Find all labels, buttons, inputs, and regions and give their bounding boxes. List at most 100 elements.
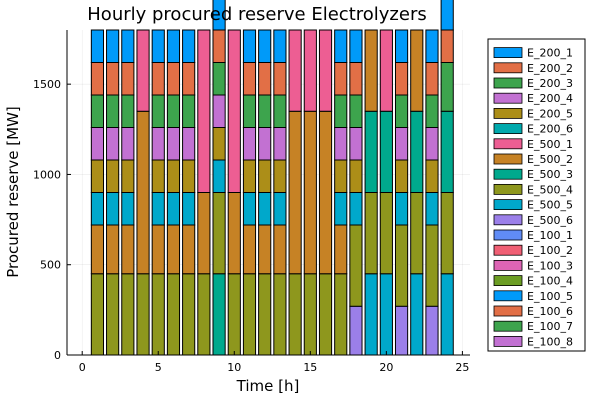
bar-segment-e-500-4-h5 — [151, 273, 165, 356]
bar-segment-e-500-4-h17 — [334, 273, 348, 356]
x-axis-label: Time [h] — [236, 377, 300, 395]
bar-segment-e-200-4-h13 — [273, 127, 287, 161]
bar-segment-e-500-4-h2 — [106, 273, 120, 356]
x-tick-label: 25 — [455, 361, 469, 374]
bar-segment-e-200-3-h13 — [273, 94, 287, 128]
bar-segment-e-200-2-h5 — [151, 62, 165, 96]
legend-swatch-e-100-6 — [493, 305, 523, 317]
bar-segment-e-200-5-h9 — [212, 127, 226, 161]
bar-segment-e-500-5-h23 — [425, 192, 439, 226]
legend-swatch-e-100-3 — [493, 259, 523, 271]
bar-segment-e-200-1-h2 — [106, 29, 120, 63]
bar-segment-e-500-4-h15 — [303, 273, 317, 356]
bar-segment-e-200-5-h13 — [273, 159, 287, 193]
bar-segment-e-500-5-h20 — [379, 273, 393, 356]
bar-segment-e-200-1-h11 — [242, 29, 257, 63]
legend-swatch-e-200-1 — [493, 47, 523, 58]
legend-swatch-e-100-7 — [493, 320, 523, 332]
bar-segment-e-200-1-h12 — [258, 29, 272, 63]
bar-segment-e-200-4-h9 — [212, 94, 226, 128]
bar-segment-e-200-4-h2 — [106, 127, 120, 161]
bar-segment-e-500-5-h5 — [151, 192, 165, 226]
bar-segment-e-500-5-h2 — [106, 192, 120, 226]
legend-label-e-100-4: E_100_4 — [527, 275, 573, 288]
bar-segment-e-200-5-h1 — [90, 159, 104, 193]
bar-segment-e-200-3-h2 — [106, 94, 120, 128]
bar-segment-e-500-5-h1 — [90, 192, 104, 226]
bar-segment-e-200-4-h7 — [182, 127, 196, 161]
bar-segment-e-200-4-h6 — [166, 127, 181, 161]
bar-segment-e-500-4-h19 — [364, 192, 378, 275]
bar-segment-e-500-5-h24 — [440, 273, 454, 356]
bar-segment-e-500-3-h22 — [410, 110, 424, 193]
bar-segment-e-500-5-h18 — [349, 192, 363, 226]
bar-segment-e-200-5-h12 — [258, 159, 272, 193]
bar-segment-e-500-4-h12 — [258, 273, 272, 356]
bar-segment-e-200-3-h18 — [349, 94, 363, 128]
bar-segment-e-500-4-h20 — [379, 192, 393, 275]
chart-title: Hourly procured reserve Electrolyzers — [87, 4, 426, 25]
bar-segment-e-200-1-h5 — [151, 29, 165, 63]
bar-segment-e-500-2-h16 — [318, 110, 333, 275]
bar-segment-e-200-2-h12 — [258, 62, 272, 96]
bar-segment-e-500-4-h3 — [121, 273, 135, 356]
legend-swatch-e-100-5 — [493, 290, 523, 302]
legend-label-e-200-2: E_200_2 — [527, 62, 573, 75]
x-tick-label: 10 — [227, 361, 241, 374]
bar-segment-e-500-5-h17 — [334, 192, 348, 226]
y-tick-label: 0 — [54, 349, 61, 362]
bar-segment-e-200-2-h1 — [90, 62, 104, 96]
bar-segment-e-200-4-h17 — [334, 127, 348, 161]
y-tick-label: 500 — [40, 259, 61, 272]
bar-segment-e-200-4-h12 — [258, 127, 272, 161]
bar-segment-e-500-5-h19 — [364, 273, 378, 356]
bar-segment-e-500-2-h13 — [273, 224, 287, 275]
legend-label-e-200-3: E_200_3 — [527, 77, 573, 90]
bar-segment-e-500-2-h22 — [410, 29, 424, 112]
bar-segment-e-500-1-h8 — [197, 29, 211, 193]
legend-label-e-500-2: E_500_2 — [527, 153, 573, 166]
bar-segment-e-200-3-h3 — [121, 94, 135, 128]
bar-segment-e-500-3-h20 — [379, 110, 393, 193]
bar-segment-e-200-1-h7 — [182, 29, 196, 63]
legend-label-e-100-1: E_100_1 — [527, 229, 573, 242]
legend-label-e-200-5: E_200_5 — [527, 107, 573, 120]
bar-segment-e-200-2-h21 — [394, 62, 409, 96]
bar-segment-e-200-1-h21 — [394, 29, 409, 63]
bar-segment-e-500-2-h8 — [197, 192, 211, 275]
bar-segment-e-200-3-h21 — [394, 94, 409, 128]
legend-label-e-200-1: E_200_1 — [527, 47, 573, 60]
bar-segment-e-200-3-h7 — [182, 94, 196, 128]
bar-segment-e-200-5-h3 — [121, 159, 135, 193]
bar-segment-e-500-4-h6 — [166, 273, 181, 356]
bar-segment-e-200-2-h17 — [334, 62, 348, 96]
bar-segment-e-500-4-h4 — [136, 273, 150, 356]
bar-segment-e-200-4-h21 — [394, 127, 409, 161]
x-tick-label: 20 — [379, 361, 393, 374]
bar-segment-e-500-1-h4 — [136, 29, 150, 112]
bar-segment-e-200-2-h7 — [182, 62, 196, 96]
bar-segment-e-200-1-h1 — [90, 29, 104, 63]
bar-segment-e-200-5-h23 — [425, 159, 439, 193]
bar-segment-e-500-4-h24 — [440, 192, 454, 275]
legend-swatch-e-100-4 — [493, 275, 523, 287]
bar-segment-e-200-2-h24 — [440, 29, 454, 63]
bar-segment-e-200-3-h6 — [166, 94, 181, 128]
legend-label-e-100-6: E_100_6 — [527, 305, 573, 318]
legend-swatch-e-200-5 — [493, 108, 523, 119]
bar-segment-e-200-2-h2 — [106, 62, 120, 96]
bar-segment-e-500-4-h11 — [242, 273, 257, 356]
bar-segment-e-500-4-h9 — [212, 192, 226, 275]
bar-segment-e-200-4-h23 — [425, 127, 439, 161]
bar-segment-e-200-1-h9 — [212, 0, 226, 31]
bars — [90, 0, 454, 356]
bar-segment-e-200-5-h11 — [242, 159, 257, 193]
legend-swatch-e-500-1 — [493, 138, 523, 150]
y-tick-label: 1000 — [33, 168, 61, 181]
bar-segment-e-200-1-h17 — [334, 29, 348, 63]
bar-segment-e-200-3-h12 — [258, 94, 272, 128]
legend-label-e-500-6: E_500_6 — [527, 214, 573, 227]
x-tick-label: 0 — [79, 361, 86, 374]
bar-segment-e-200-2-h3 — [121, 62, 135, 96]
